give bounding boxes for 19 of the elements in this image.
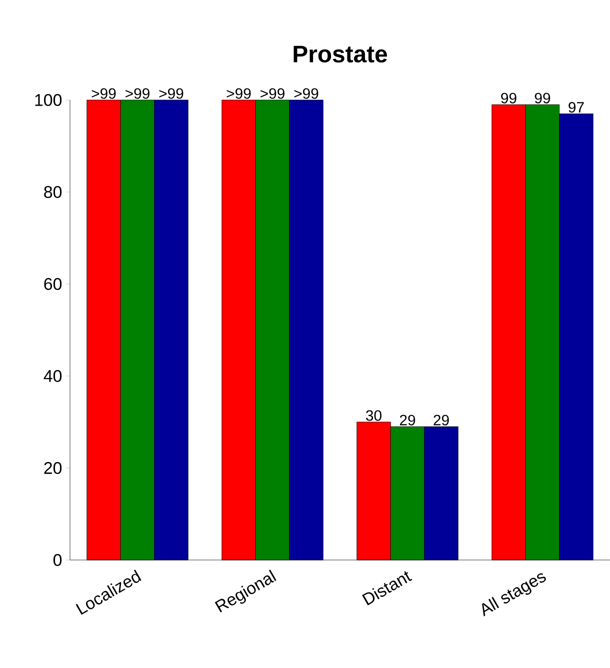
data-label: >99 [125,88,150,99]
data-label: >99 [92,88,116,99]
y-tick-label: 20 [44,462,62,474]
data-label: >99 [260,88,284,99]
data-label: 99 [501,92,516,104]
data-label: >99 [226,88,251,99]
data-label: >99 [159,88,184,99]
y-tick-label: 0 [53,554,62,566]
data-label: 97 [568,102,584,113]
data-label: >99 [294,88,318,99]
y-tick-label: 60 [44,278,62,290]
data-label: 29 [400,414,415,426]
y-tick-label: 100 [35,94,62,106]
y-tick-label: 40 [44,370,62,382]
data-label: 30 [366,410,382,421]
chart-title: Prostate [294,46,387,62]
data-label: 99 [534,92,550,104]
data-label: 29 [434,414,449,426]
y-tick-label: 80 [44,186,62,198]
